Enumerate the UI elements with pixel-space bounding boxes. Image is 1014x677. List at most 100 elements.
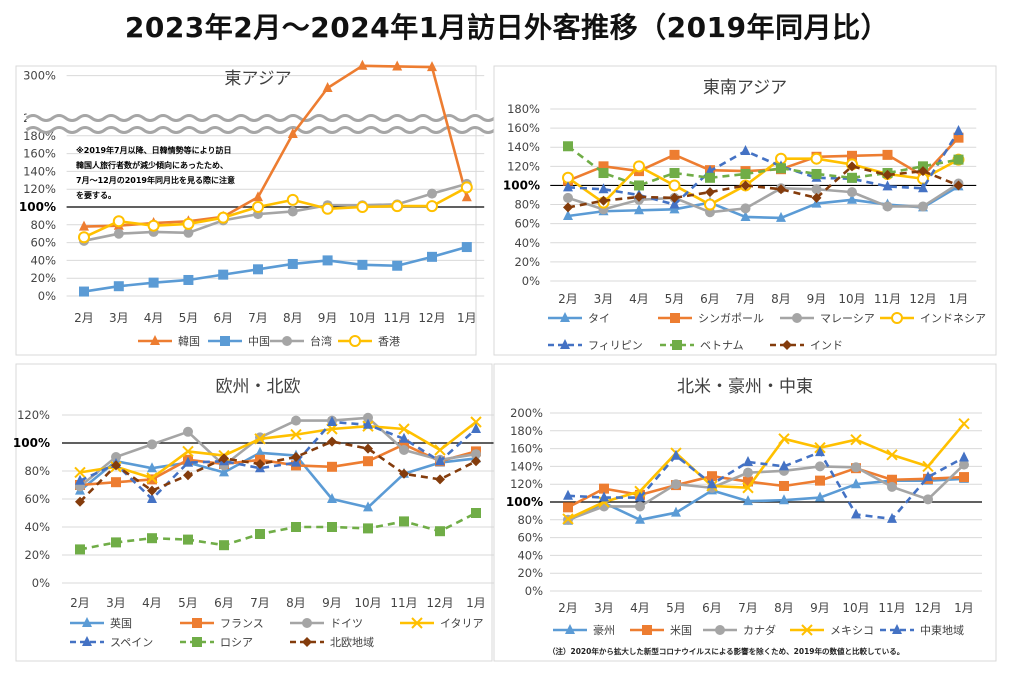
x-tick-label: 12月 (426, 596, 453, 610)
legend-entry: フランス (180, 617, 264, 630)
data-point (253, 191, 263, 202)
data-point (740, 210, 751, 221)
data-point (79, 220, 89, 231)
data-point (705, 187, 715, 198)
x-tick-label: 1月 (457, 311, 477, 325)
note-line: ※2019年7月以降、日韓情勢等により訪日 (76, 145, 231, 155)
data-point (290, 428, 302, 441)
x-tick-label: 4月 (142, 596, 162, 610)
data-point (363, 443, 373, 454)
y-tick-label: 60% (30, 236, 56, 250)
data-point (434, 444, 446, 456)
y-tick-label: 120% (17, 408, 50, 422)
data-point (953, 180, 964, 191)
legend-label: 中東地域 (920, 624, 964, 637)
data-point (850, 433, 862, 446)
data-point (147, 439, 157, 450)
data-point (392, 60, 403, 71)
data-point (363, 456, 373, 467)
data-point (887, 512, 897, 523)
data-point (953, 132, 964, 143)
y-tick-label: 180% (510, 424, 543, 438)
x-tick-label: 7月 (738, 601, 758, 615)
y-tick-label: 80% (30, 218, 56, 232)
series-line (83, 245, 468, 293)
series-line (79, 420, 477, 501)
chart-panel-4: 北米・豪州・中東 0% 20% 40% 60% 80% 100% 120% 140% 160% 18… (493, 363, 997, 662)
data-point (253, 264, 263, 275)
data-point (182, 445, 194, 458)
legend-entry: 米国 (630, 624, 692, 637)
data-point (563, 192, 573, 203)
y-tick-label: 160% (23, 147, 56, 161)
legend-entry: イタリア (400, 617, 484, 630)
data-point (74, 466, 86, 479)
data-point (847, 193, 857, 204)
data-point (598, 183, 609, 194)
y-tick-label: 160% (510, 442, 543, 456)
data-point (918, 182, 928, 193)
legend-entry: 豪州 (553, 623, 615, 637)
legend-label: フランス (220, 617, 264, 630)
y-tick-label: 140% (23, 164, 56, 178)
data-point (217, 211, 230, 224)
chart-panel-2: 東南アジア 0% 20% 40% 60% 80% 100% 120% 140% 160% 180% 2… (493, 65, 997, 356)
data-point (427, 251, 437, 262)
y-tick-label: 60% (517, 531, 543, 545)
data-point (776, 211, 786, 222)
data-point (635, 491, 645, 502)
x-tick-label: 1月 (954, 601, 974, 615)
x-tick-label: 10月 (838, 292, 865, 306)
y-tick-label: 180% (507, 102, 540, 116)
legend-entry: 台湾 (270, 334, 332, 348)
x-tick-label: 10月 (354, 596, 381, 610)
data-point (391, 200, 404, 213)
x-tick-label: 8月 (286, 596, 306, 610)
data-point (815, 491, 825, 502)
legend-swatch-marker (891, 312, 903, 324)
data-point (598, 195, 609, 206)
data-point (669, 198, 680, 209)
data-point (426, 200, 438, 213)
data-point (218, 269, 229, 280)
data-point (183, 456, 193, 467)
series-line (83, 64, 469, 228)
legend-label: マレーシア (820, 312, 875, 325)
data-point (668, 179, 681, 192)
data-point (776, 184, 786, 195)
x-tick-label: 2月 (558, 601, 578, 615)
x-tick-label: 4月 (629, 292, 649, 306)
data-point (112, 215, 125, 228)
data-point (291, 415, 301, 426)
east-asia-note: ※2019年7月以降、日韓情勢等により訪日韓国人旅行者数が減少傾向にあったため、… (76, 145, 235, 200)
data-point (743, 467, 753, 478)
series-インド (563, 161, 964, 213)
legend-swatch-marker (565, 624, 575, 634)
series-line (79, 451, 477, 509)
y-tick-label: 20% (514, 255, 540, 269)
data-point (563, 181, 573, 192)
data-point (182, 217, 195, 230)
y-tick-label: 100% (13, 436, 50, 450)
data-point (183, 426, 193, 437)
data-point (851, 462, 861, 473)
data-point (669, 192, 680, 203)
series-中東地域 (563, 446, 969, 523)
data-point (847, 150, 857, 161)
page-title: 2023年2月～2024年1月訪日外客推移（2019年同月比） (124, 11, 890, 44)
chart-panel-1: 東アジア0%20%40%60%80%100%120%140%160%180%20… (15, 59, 522, 356)
data-point (953, 124, 964, 135)
data-point (918, 166, 928, 177)
x-tick-label: 4月 (630, 601, 650, 615)
legend-entry: インド (770, 339, 843, 352)
legend-entry: 英国 (70, 616, 132, 630)
data-point (599, 483, 609, 494)
data-point (461, 242, 472, 253)
x-tick-label: 11月 (874, 292, 901, 306)
data-point (886, 449, 898, 461)
legend-entry: ドイツ (290, 617, 363, 630)
data-point (111, 537, 121, 548)
x-tick-label: 6月 (700, 292, 720, 306)
data-point (363, 412, 373, 423)
x-tick-label: 3月 (594, 601, 614, 615)
